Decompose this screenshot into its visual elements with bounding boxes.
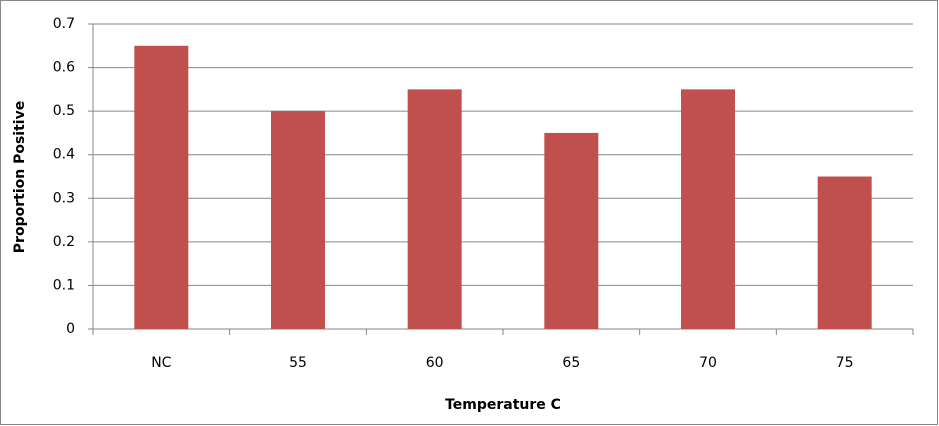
bar xyxy=(407,89,462,329)
y-tick-label: 0.3 xyxy=(53,190,75,206)
bar xyxy=(817,176,872,329)
x-tick-label: 75 xyxy=(836,355,854,371)
bar xyxy=(544,132,599,329)
y-tick-label: 0.1 xyxy=(53,277,75,293)
x-tick-label: 70 xyxy=(699,355,717,371)
y-tick-label: 0.6 xyxy=(53,60,75,76)
bar xyxy=(681,89,735,329)
y-axis-title: Proportion Positive xyxy=(12,101,28,253)
y-tick-label: 0.7 xyxy=(53,16,75,32)
y-tick-label: 0.2 xyxy=(53,234,75,250)
x-axis-title: Temperature C xyxy=(445,397,561,413)
y-tick-label: 0.4 xyxy=(53,147,75,163)
x-tick-label: 65 xyxy=(562,355,580,371)
x-tick-label: NC xyxy=(151,355,171,371)
bar xyxy=(134,45,189,330)
y-tick-label: 0 xyxy=(66,321,75,337)
x-tick-label: 60 xyxy=(426,355,444,371)
bar xyxy=(271,111,325,330)
x-tick-label: 55 xyxy=(289,355,307,371)
y-tick-label: 0.5 xyxy=(53,103,75,119)
